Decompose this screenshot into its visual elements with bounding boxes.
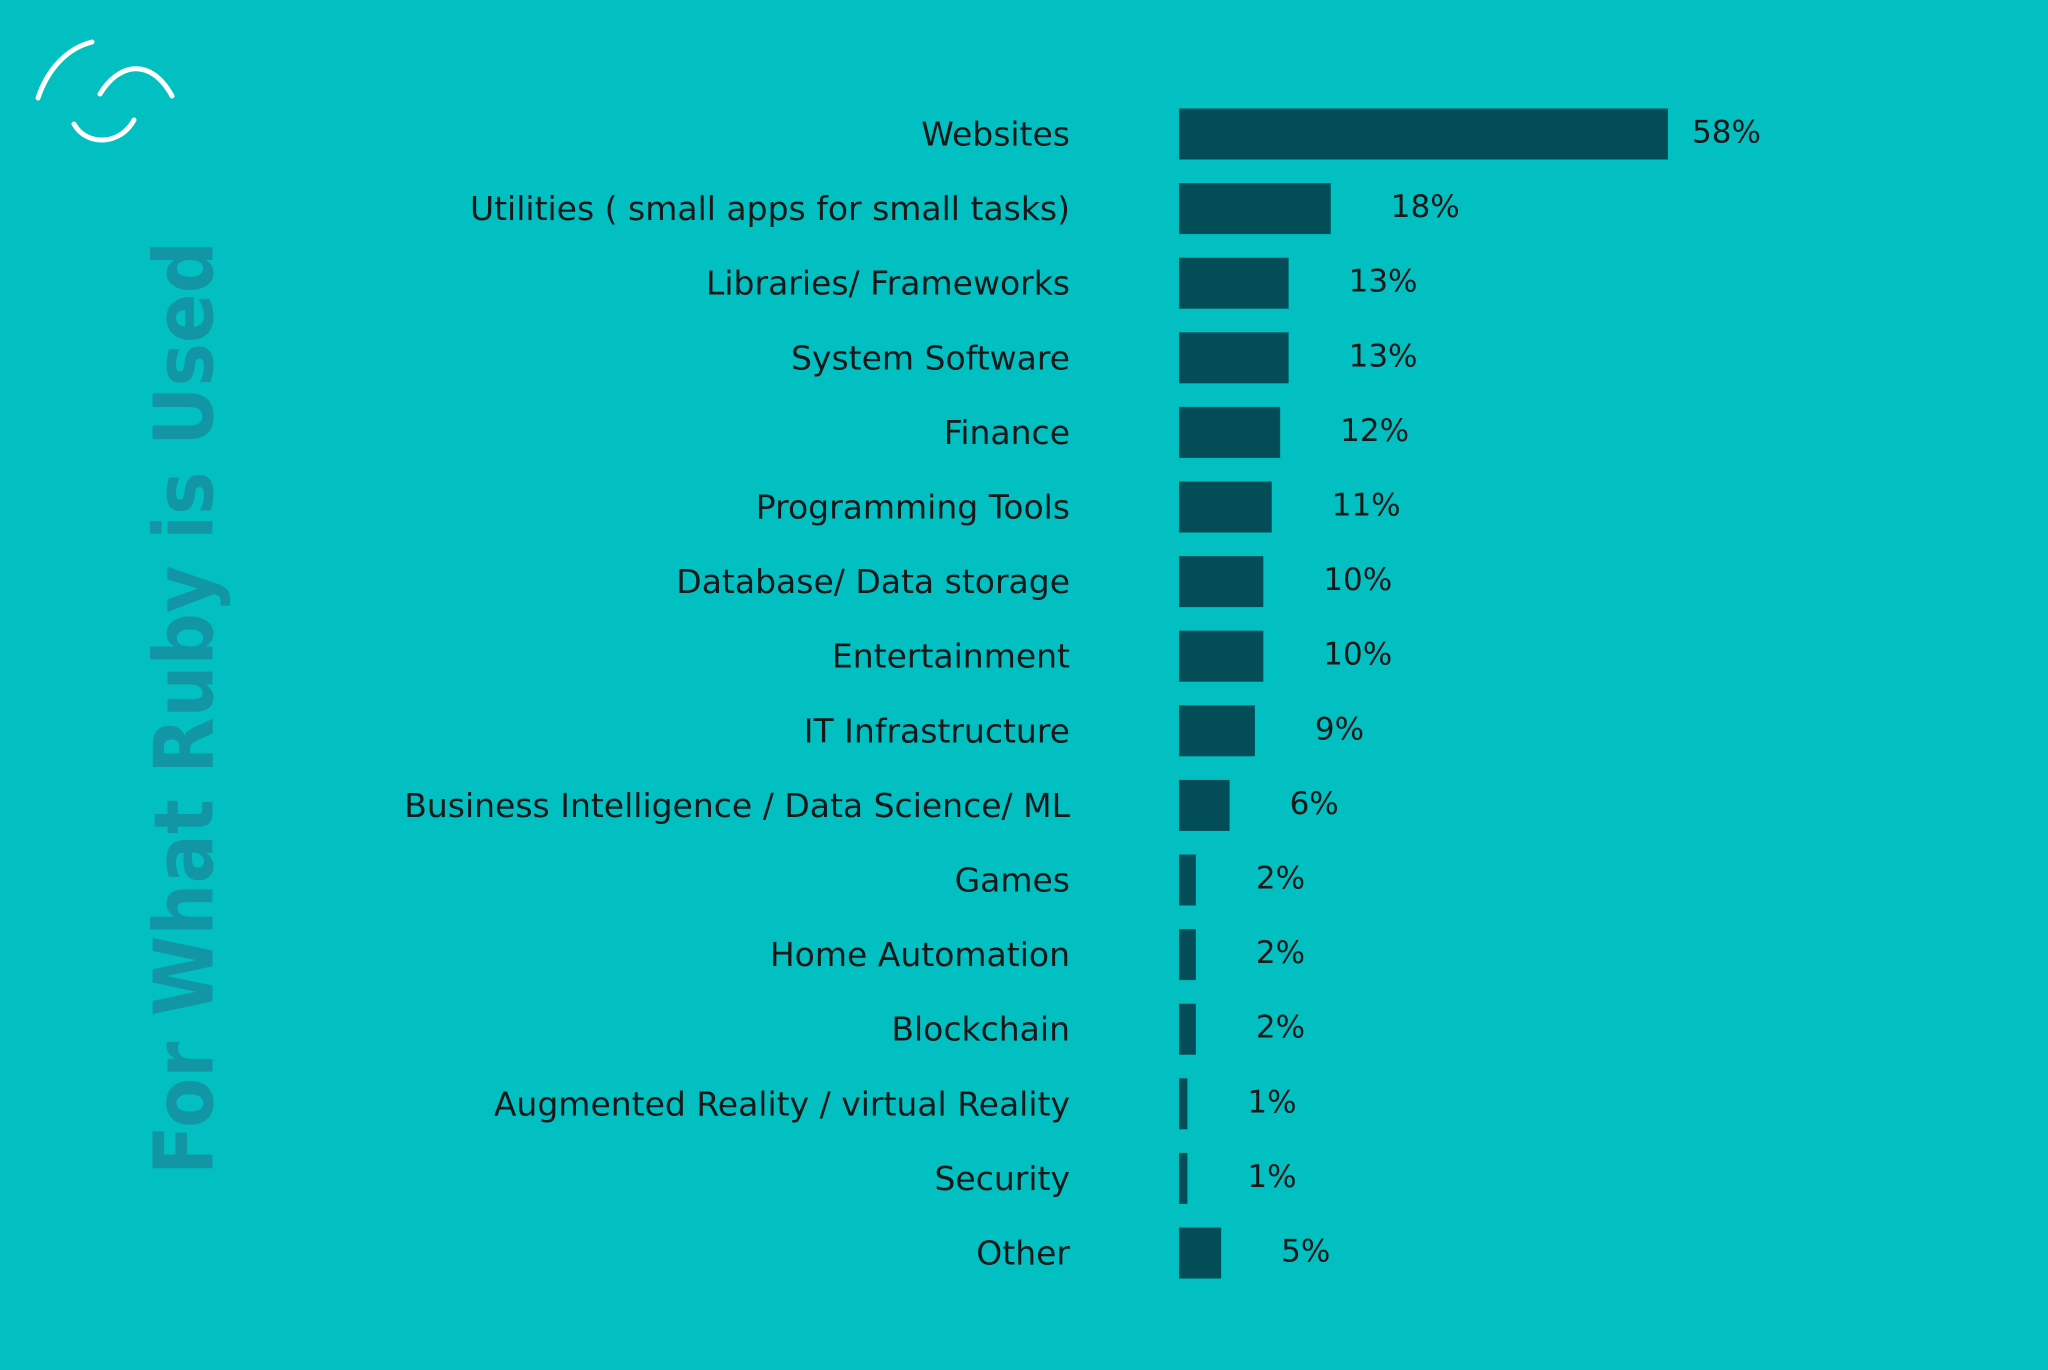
value-label: 2% — [1256, 1010, 1305, 1046]
value-label: 18% — [1391, 189, 1460, 225]
bar — [1179, 1003, 1196, 1055]
value-label: 1% — [1247, 1084, 1296, 1120]
value-label: 12% — [1340, 413, 1409, 449]
logo-arc — [35, 39, 95, 101]
value-label: 2% — [1256, 861, 1305, 897]
chart-title: For What Ruby is Used — [137, 241, 232, 1175]
category-label: Libraries/ Frameworks — [706, 264, 1070, 303]
bar — [1179, 705, 1255, 757]
value-label: 13% — [1349, 264, 1418, 300]
value-label: 10% — [1323, 637, 1392, 673]
bar — [1179, 1078, 1188, 1130]
bar — [1179, 406, 1281, 458]
category-label: Other — [976, 1234, 1070, 1273]
bar — [1179, 257, 1289, 309]
bar — [1179, 1227, 1222, 1279]
value-label: 5% — [1281, 1234, 1330, 1270]
category-label: IT Infrastructure — [804, 711, 1070, 750]
bar — [1179, 929, 1196, 981]
category-label: Utilities ( small apps for small tasks) — [470, 189, 1070, 228]
category-label: System Software — [791, 338, 1070, 377]
category-label: Websites — [921, 115, 1070, 154]
bar — [1179, 630, 1264, 682]
bar — [1179, 854, 1196, 906]
value-label: 13% — [1349, 338, 1418, 374]
category-label: Entertainment — [832, 637, 1070, 676]
logo — [35, 39, 175, 143]
value-label: 1% — [1247, 1159, 1296, 1195]
bar — [1179, 1152, 1188, 1204]
bar — [1179, 556, 1264, 608]
logo-arc — [71, 117, 137, 143]
bar — [1179, 183, 1331, 235]
category-label: Programming Tools — [756, 488, 1070, 527]
bar — [1179, 332, 1289, 384]
category-label: Finance — [944, 413, 1070, 452]
bar — [1179, 779, 1230, 831]
bar — [1179, 481, 1272, 533]
category-label: Blockchain — [891, 1010, 1070, 1049]
value-label: 2% — [1256, 935, 1305, 971]
value-label: 9% — [1315, 711, 1364, 747]
category-label: Security — [934, 1159, 1070, 1198]
value-label: 58% — [1692, 115, 1761, 151]
logo-arc — [97, 66, 175, 99]
value-label: 11% — [1332, 488, 1401, 524]
category-label: Business Intelligence / Data Science/ ML — [404, 786, 1070, 825]
category-label: Database/ Data storage — [676, 562, 1070, 601]
value-label: 10% — [1323, 562, 1392, 598]
category-label: Augmented Reality / virtual Reality — [494, 1084, 1070, 1123]
bar — [1179, 108, 1668, 160]
category-label: Home Automation — [770, 935, 1070, 974]
category-label: Games — [955, 861, 1070, 900]
value-label: 6% — [1290, 786, 1339, 822]
